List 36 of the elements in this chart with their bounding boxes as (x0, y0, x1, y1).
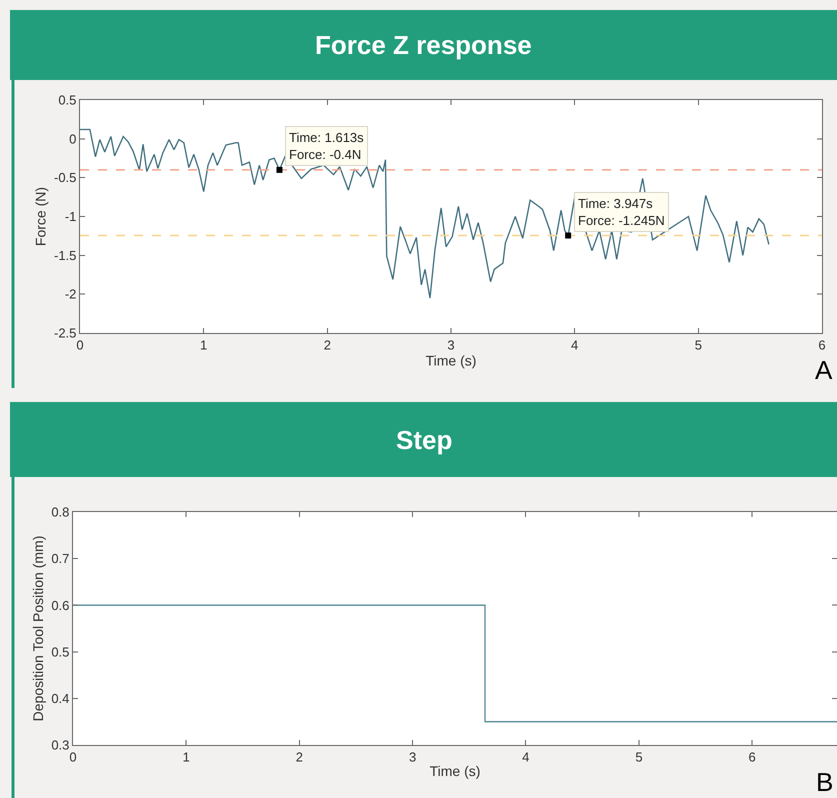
annotation: Time: 3.947s Force: -1.245N (578, 196, 665, 228)
annotation: Time: 1.613s Force: -0.4N (289, 130, 364, 162)
text: A (815, 355, 833, 385)
y-tick-label: -2 (64, 286, 76, 302)
x-tick-label: 3 (447, 338, 455, 353)
y-tick-label: -0.5 (54, 170, 76, 186)
x-tick-label: 4 (571, 338, 578, 353)
y-tick-label: 0.4 (51, 690, 70, 706)
x-tick-label: 1 (182, 750, 190, 765)
y-tick-label: -2.5 (54, 326, 76, 341)
text: B (816, 767, 834, 797)
x-tick-label: 6 (818, 338, 826, 353)
x-tick-label: 4 (522, 750, 530, 765)
y-tick-label: 0.3 (51, 738, 70, 753)
x-tick-label: 6 (748, 750, 756, 765)
x-axis-title: Time (s) (430, 762, 480, 779)
x-tick-label: 2 (296, 750, 303, 765)
y-axis-title: Deposition Tool Position (mm) (30, 536, 46, 722)
x-axis-title: Time (s) (426, 352, 476, 369)
line-series (80, 128, 770, 299)
x-tick-label: 3 (408, 750, 416, 765)
y-tick-label: 0.5 (58, 92, 76, 108)
y-axis-title: Force (N) (32, 186, 49, 246)
y-tick-label: 0 (69, 131, 76, 146)
chart-title: Step (396, 425, 452, 455)
y-tick-label: -1.5 (54, 248, 76, 263)
x-tick-label: 1 (200, 338, 208, 353)
y-tick-label: 0.6 (51, 598, 70, 613)
x-tick-label: 5 (635, 750, 643, 765)
x-tick-label: 2 (324, 338, 331, 353)
chart-title: Force Z response (315, 30, 532, 60)
y-tick-label: 0.5 (51, 644, 70, 660)
y-tick-label: 0.8 (51, 504, 70, 520)
x-tick-label: 5 (694, 338, 702, 353)
y-tick-label: 0.7 (51, 551, 70, 566)
y-tick-label: -1 (64, 209, 76, 224)
